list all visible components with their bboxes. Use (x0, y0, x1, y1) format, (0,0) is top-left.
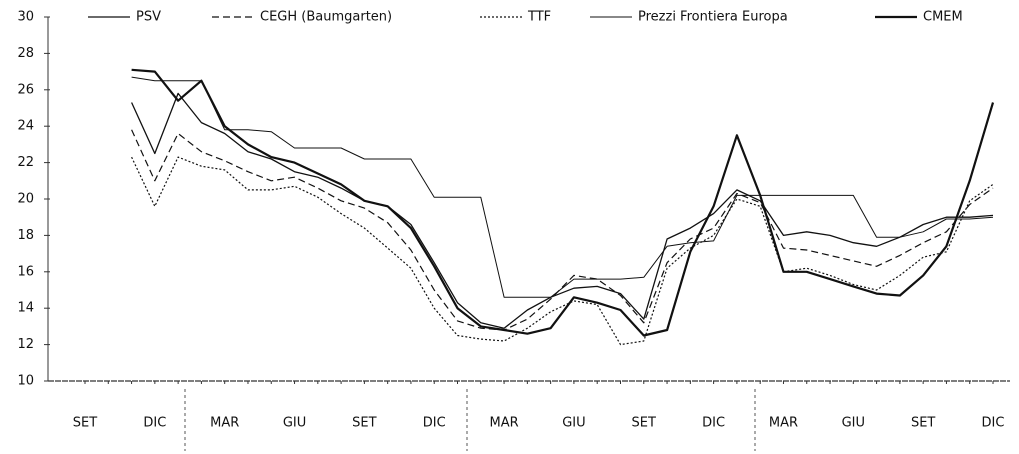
series-line (131, 92, 994, 329)
x-tick-label: SET (632, 416, 656, 431)
legend-label: TTF (527, 10, 551, 25)
legend-label: PSV (136, 10, 161, 25)
x-tick-label: GIU (562, 416, 585, 431)
y-tick-label: 26 (17, 82, 34, 97)
series-line (131, 68, 995, 337)
y-tick-label: 20 (17, 192, 34, 207)
x-tick-label: SET (352, 416, 376, 431)
x-tick-label: SET (73, 416, 97, 431)
series-line (131, 156, 994, 346)
y-tick-label: 14 (17, 301, 34, 316)
x-tick-label: DIC (423, 416, 446, 431)
x-tick-label: DIC (982, 416, 1005, 431)
y-tick-label: 28 (17, 46, 34, 61)
x-tick-label: SET (911, 416, 935, 431)
y-tick-label: 30 (17, 10, 34, 25)
y-tick-label: 22 (17, 155, 34, 170)
y-tick-label: 24 (17, 119, 34, 134)
x-tick-label: MAR (210, 416, 239, 431)
x-tick-label: GIU (842, 416, 865, 431)
legend-label: CMEM (923, 10, 963, 25)
y-tick-label: 16 (17, 264, 34, 279)
x-tick-label: DIC (143, 416, 166, 431)
series-line (131, 129, 994, 331)
y-tick-label: 18 (17, 228, 34, 243)
legend-label: Prezzi Frontiera Europa (638, 10, 788, 25)
x-tick-label: MAR (489, 416, 518, 431)
series-line (131, 76, 994, 298)
x-tick-label: MAR (769, 416, 798, 431)
x-tick-label: DIC (702, 416, 725, 431)
y-tick-label: 10 (17, 374, 34, 389)
legend-label: CEGH (Baumgarten) (260, 10, 392, 25)
x-tick-label: GIU (283, 416, 306, 431)
y-tick-label: 12 (17, 337, 34, 352)
